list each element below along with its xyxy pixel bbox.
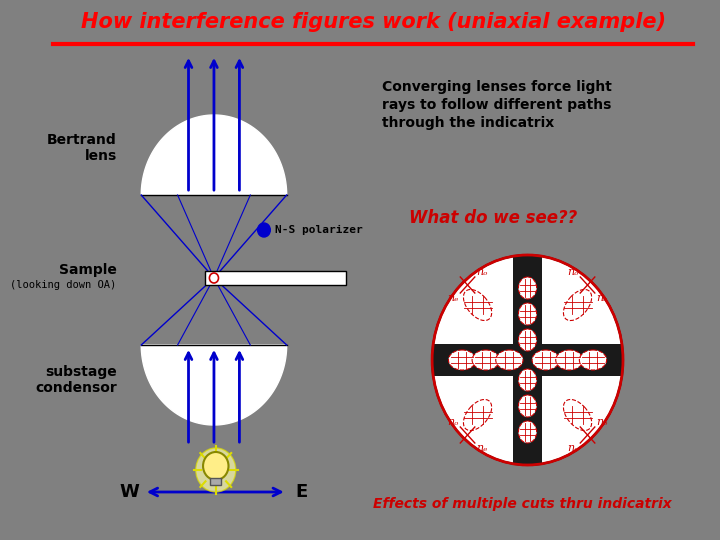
Ellipse shape	[518, 395, 536, 417]
Ellipse shape	[496, 350, 523, 370]
Text: E: E	[295, 483, 307, 501]
Text: W: W	[120, 483, 140, 501]
Text: What do we see??: What do we see??	[410, 209, 577, 227]
Ellipse shape	[518, 303, 536, 325]
Ellipse shape	[472, 350, 500, 370]
Text: nₑ: nₑ	[447, 293, 459, 303]
Text: Effects of multiple cuts thru indicatrix: Effects of multiple cuts thru indicatrix	[373, 497, 672, 511]
Polygon shape	[141, 115, 287, 195]
Ellipse shape	[449, 350, 476, 370]
Ellipse shape	[518, 277, 536, 299]
Circle shape	[203, 452, 228, 480]
Ellipse shape	[464, 400, 492, 430]
Text: substage
condensor: substage condensor	[35, 365, 117, 395]
Text: Sample: Sample	[59, 263, 117, 277]
Ellipse shape	[518, 421, 536, 443]
Bar	[513, 255, 542, 465]
Circle shape	[258, 223, 270, 237]
Ellipse shape	[464, 289, 492, 321]
Text: rays to follow different paths: rays to follow different paths	[382, 98, 611, 112]
Ellipse shape	[532, 350, 559, 370]
Text: through the indicatrix: through the indicatrix	[382, 116, 554, 130]
Text: Bertrand
lens: Bertrand lens	[47, 133, 117, 163]
Bar	[210, 478, 221, 485]
Text: Converging lenses force light: Converging lenses force light	[382, 80, 612, 94]
Ellipse shape	[564, 400, 592, 430]
Text: N-S polarizer: N-S polarizer	[275, 225, 363, 235]
Text: nₒ: nₒ	[596, 417, 608, 427]
Text: How interference figures work (uniaxial example): How interference figures work (uniaxial …	[81, 12, 665, 32]
Text: nₑ: nₑ	[567, 443, 579, 453]
Text: nₒ: nₒ	[567, 267, 579, 277]
Text: nₒ: nₒ	[477, 267, 487, 277]
Bar	[432, 344, 623, 376]
Ellipse shape	[518, 329, 536, 351]
Text: nₑ: nₑ	[596, 293, 608, 303]
Circle shape	[196, 448, 235, 492]
Text: nₒ: nₒ	[447, 417, 459, 427]
Text: nₑ: nₑ	[477, 443, 487, 453]
Polygon shape	[141, 345, 287, 425]
Bar	[205, 271, 346, 285]
Ellipse shape	[556, 350, 583, 370]
Circle shape	[432, 255, 623, 465]
Ellipse shape	[518, 369, 536, 391]
Ellipse shape	[580, 350, 607, 370]
Text: (looking down OA): (looking down OA)	[11, 280, 117, 290]
Ellipse shape	[564, 289, 592, 321]
